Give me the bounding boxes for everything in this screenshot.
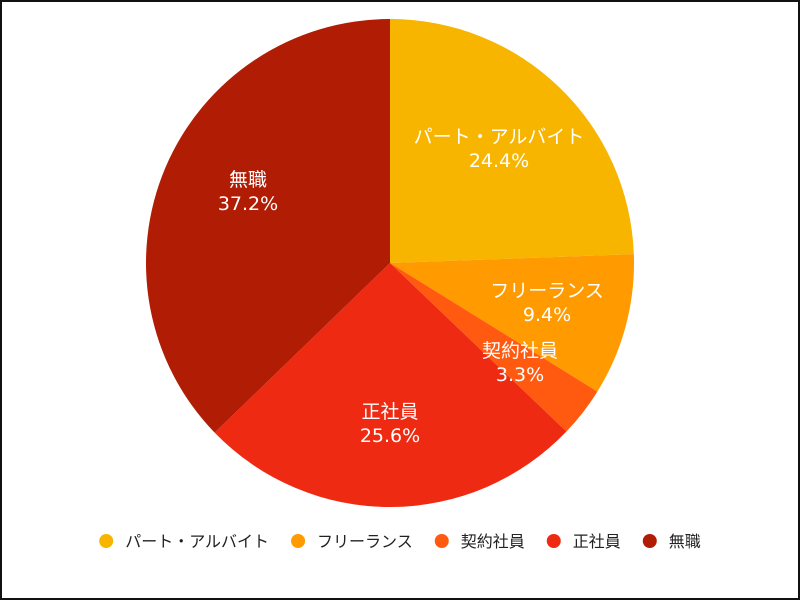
legend-swatch-1	[99, 534, 114, 548]
pie-slice-2	[390, 254, 634, 392]
slice-label-value: 24.4%	[469, 150, 529, 172]
pie-slices	[146, 19, 634, 508]
pie-slice-5	[146, 19, 390, 433]
legend-label-2: フリーランス	[317, 532, 413, 551]
legend-swatch-2	[291, 534, 306, 548]
slice-label-value: 3.3%	[496, 364, 544, 386]
legend-label-4: 正社員	[573, 532, 621, 551]
pie-slice-3	[390, 263, 598, 432]
slice-label-value: 37.2%	[218, 193, 278, 215]
slice-label-category: フリーランス	[490, 280, 604, 302]
slice-label-value: 25.6%	[360, 425, 420, 447]
legend-label-3: 契約社員	[461, 532, 525, 551]
legend-label-1: パート・アルバイト	[125, 532, 269, 551]
slice-label-category: パート・アルバイト	[414, 126, 585, 148]
legend-swatch-5	[642, 534, 657, 548]
slice-label-category: 正社員	[361, 401, 418, 423]
slice-label-value: 9.4%	[523, 304, 571, 326]
pie-slice-4	[214, 263, 567, 508]
pie-slice-1	[390, 19, 634, 263]
legend-label-5: 無職	[669, 532, 701, 551]
legend: パート・アルバイト フリーランス 契約社員 正社員 無職	[99, 532, 701, 551]
slice-label-category: 契約社員	[482, 340, 558, 362]
legend-swatch-4	[546, 534, 561, 548]
legend-swatch-3	[434, 534, 449, 548]
slice-label-category: 無職	[229, 169, 267, 191]
